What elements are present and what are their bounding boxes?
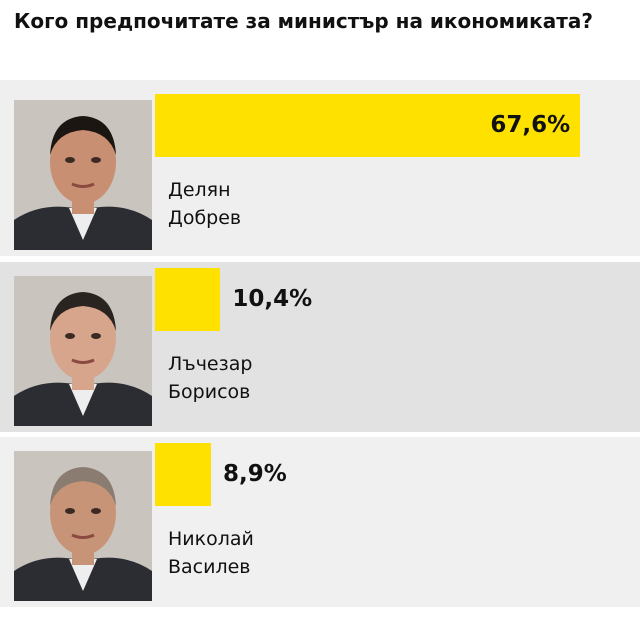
candidate-name: Николай Василев — [168, 528, 254, 578]
bar — [155, 94, 581, 157]
photo-art — [14, 451, 152, 601]
bar — [155, 443, 211, 506]
value-label: 10,4% — [232, 286, 313, 312]
poll-row: 67,6% Делян Добрев — [0, 80, 640, 256]
candidate-photo — [14, 100, 152, 250]
candidate-name: Лъчезар Борисов — [168, 353, 253, 403]
bar — [155, 268, 221, 331]
candidate-photo — [14, 276, 152, 426]
candidate-name: Делян Добрев — [168, 179, 242, 229]
photo-art — [14, 100, 152, 250]
poll-row: 10,4% Лъчезар Борисов — [0, 262, 640, 432]
poll-row: 8,9% Николай Василев — [0, 437, 640, 607]
candidate-photo — [14, 451, 152, 601]
value-label: 67,6% — [490, 112, 571, 138]
value-label: 8,9% — [222, 461, 287, 487]
photo-art — [14, 276, 152, 426]
chart-title: Кого предпочитате за министър на икономи… — [14, 9, 593, 33]
